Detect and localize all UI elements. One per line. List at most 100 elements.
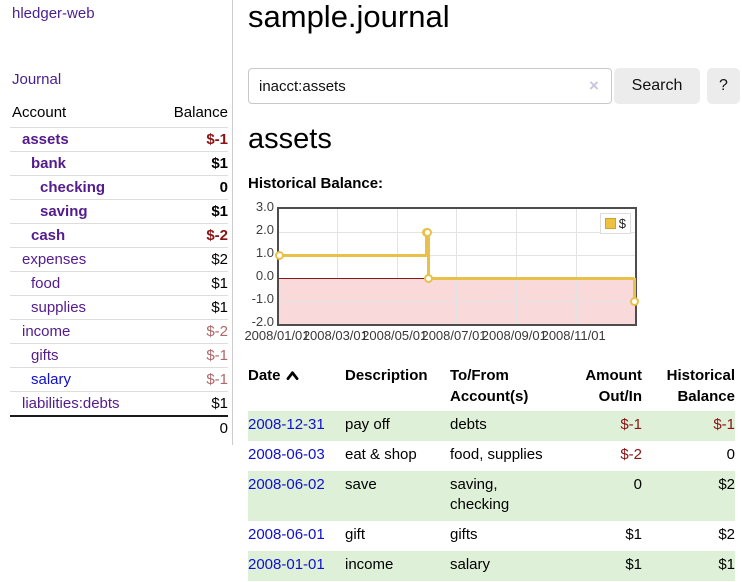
y-axis-tick-label: 0.0 <box>255 268 274 283</box>
accounts-total-value: 0 <box>154 415 228 440</box>
account-row: income $-2 <box>10 319 228 344</box>
account-balance: $-1 <box>154 127 228 152</box>
vertical-gridline <box>396 209 398 324</box>
register-header-amount: Amount Out/In <box>585 367 642 405</box>
page-title: sample.journal <box>248 0 450 34</box>
account-link[interactable]: food <box>31 275 61 292</box>
register-date-cell: 2008-12-31 <box>248 411 345 441</box>
register-accounts-cell: saving, checking <box>450 476 510 513</box>
accounts-header-account: Account <box>10 100 155 128</box>
register-header-date[interactable]: Date <box>248 361 345 411</box>
register-date-cell: 2008-06-03 <box>248 441 345 471</box>
accounts-total-row: 0 <box>10 415 228 440</box>
account-balance: 0 <box>154 175 228 200</box>
account-link[interactable]: income <box>22 323 71 340</box>
account-name-cell: food <box>10 271 155 296</box>
register-amount-cell: 0 <box>633 476 642 493</box>
account-row: expenses $2 <box>10 247 228 272</box>
account-row: salary $-1 <box>10 367 228 392</box>
app-title-link[interactable]: hledger-web <box>12 5 95 22</box>
clear-search-icon[interactable]: × <box>589 76 599 95</box>
account-name-cell: saving <box>10 199 155 224</box>
register-header-description: Description <box>345 367 428 384</box>
account-link[interactable]: assets <box>22 131 69 148</box>
search-input[interactable] <box>248 68 612 104</box>
account-row: liabilities:debts $1 <box>10 391 228 417</box>
account-balance: $1 <box>154 199 228 224</box>
register-accounts-cell: debts <box>450 416 487 433</box>
account-link[interactable]: cash <box>31 227 66 244</box>
register-accounts-cell: food, supplies <box>450 446 543 463</box>
transaction-date-link[interactable]: 2008-12-31 <box>248 416 325 433</box>
legend-swatch-icon <box>604 218 616 229</box>
register-row: 2008-06-03 eat & shop food, supplies $-2 0 <box>248 441 735 471</box>
account-link[interactable]: bank <box>31 155 67 172</box>
register-description-cell: save <box>345 476 377 493</box>
register-header-accounts: To/From Account(s) <box>450 367 529 405</box>
account-balance: $1 <box>154 295 228 320</box>
register-amount-cell: $-1 <box>620 416 642 433</box>
account-name-cell: checking <box>10 175 155 200</box>
account-link[interactable]: salary <box>31 371 72 388</box>
vertical-gridline <box>575 209 577 324</box>
sidebar-item-journal[interactable]: Journal <box>12 71 62 88</box>
account-link[interactable]: gifts <box>31 347 59 364</box>
account-row: checking 0 <box>10 175 228 200</box>
account-name-cell: income <box>10 319 155 344</box>
account-balance: $2 <box>154 247 228 272</box>
transaction-date-link[interactable]: 2008-06-03 <box>248 446 325 463</box>
account-row: supplies $1 <box>10 295 228 320</box>
account-name-cell: supplies <box>10 295 155 320</box>
chart-legend: $ <box>599 213 631 234</box>
y-axis-tick-label: 1.0 <box>255 245 274 260</box>
y-axis-tick-label: 2.0 <box>255 222 274 237</box>
register-description-cell: income <box>345 556 394 573</box>
data-point-marker <box>629 296 639 306</box>
transaction-date-link[interactable]: 2008-01-01 <box>248 556 325 573</box>
x-axis-tick-label: 2008/05/01 <box>362 328 428 343</box>
register-date-cell: 2008-01-01 <box>248 551 345 581</box>
register-description-cell: gift <box>345 526 366 543</box>
x-axis-tick-label: 2008/03/01 <box>302 328 368 343</box>
transaction-date-link[interactable]: 2008-06-01 <box>248 526 325 543</box>
data-point-marker <box>274 250 284 260</box>
x-axis-tick-label: 2008/01/01 <box>244 328 310 343</box>
account-row: food $1 <box>10 271 228 296</box>
register-amount-cell: $1 <box>625 556 642 573</box>
y-axis-tick-label: -1.0 <box>251 291 274 306</box>
account-balance: $1 <box>154 391 228 417</box>
sort-ascending-icon <box>286 366 299 387</box>
register-accounts-cell: salary <box>450 556 491 573</box>
accounts-header-balance: Balance <box>154 100 228 128</box>
account-link[interactable]: expenses <box>22 251 87 268</box>
register-balance-cell: $-1 <box>713 416 735 433</box>
account-name-cell: expenses <box>10 247 155 272</box>
x-axis-tick-label: 2008/11/01 <box>541 328 606 343</box>
account-name-cell: gifts <box>10 343 155 368</box>
register-date-cell: 2008-06-02 <box>248 471 345 521</box>
register-accounts-cell: gifts <box>450 526 478 543</box>
x-axis-tick-label: 2008/09/01 <box>481 328 547 343</box>
account-heading: assets <box>248 123 332 155</box>
data-point-marker <box>424 273 434 283</box>
register-amount-cell: $1 <box>625 526 642 543</box>
account-name-cell: liabilities:debts <box>10 391 155 417</box>
search-button[interactable]: Search <box>614 68 700 104</box>
register-description-cell: eat & shop <box>345 446 417 463</box>
account-balance: $-2 <box>154 319 228 344</box>
account-name-cell: bank <box>10 151 155 176</box>
transaction-date-link[interactable]: 2008-06-02 <box>248 476 325 493</box>
vertical-gridline <box>456 209 458 324</box>
main-content: sample.journal × Search ? assets Histori… <box>244 0 742 582</box>
register-row: 2008-01-01 income salary $1 $1 <box>248 551 735 581</box>
account-link[interactable]: supplies <box>31 299 87 316</box>
series-line-segment <box>428 276 635 280</box>
account-link[interactable]: liabilities:debts <box>22 395 120 412</box>
historical-balance-chart: $ 3.0 2.0 1.0 0.0 -1.0 -2.0 2008/01/01 2008/03/… <box>244 199 742 349</box>
series-line-segment <box>425 232 429 255</box>
chart-plot-area: $ <box>274 207 639 326</box>
account-link[interactable]: saving <box>40 203 88 220</box>
account-link[interactable]: checking <box>40 179 106 196</box>
help-button[interactable]: ? <box>707 68 740 104</box>
register-date-cell: 2008-06-01 <box>248 521 345 551</box>
